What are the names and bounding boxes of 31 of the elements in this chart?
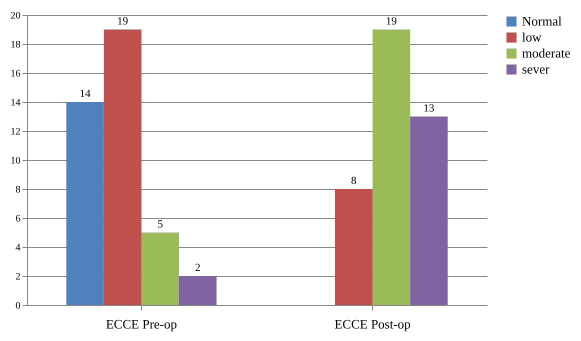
bar bbox=[141, 232, 179, 305]
y-tick-label: 18 bbox=[10, 40, 20, 50]
y-tick-label: 10 bbox=[10, 156, 20, 166]
x-tick-label: ECCE Pre-op bbox=[106, 316, 177, 332]
x-tick-label: ECCE Post-op bbox=[334, 316, 411, 332]
data-label: 8 bbox=[351, 175, 358, 187]
bar bbox=[410, 116, 448, 305]
y-tick-label: 8 bbox=[16, 184, 20, 196]
legend-label: low bbox=[522, 30, 542, 44]
data-label: 19 bbox=[386, 16, 398, 28]
bar bbox=[178, 276, 217, 305]
data-label: 14 bbox=[80, 88, 92, 100]
data-label: 2 bbox=[195, 262, 201, 274]
bar bbox=[372, 30, 410, 305]
y-tick-label: 0 bbox=[16, 300, 20, 312]
data-label: 19 bbox=[117, 16, 129, 28]
legend-label: Normal bbox=[522, 14, 562, 28]
y-tick-label: 14 bbox=[10, 98, 20, 108]
legend-label: moderate bbox=[522, 46, 571, 60]
y-tick-label: 20 bbox=[10, 10, 20, 22]
data-label: 13 bbox=[423, 102, 435, 114]
y-tick-label: 2 bbox=[16, 272, 20, 282]
legend-label: sever bbox=[522, 62, 550, 76]
bar bbox=[335, 189, 373, 305]
y-tick-label: 4 bbox=[16, 242, 20, 254]
bar bbox=[66, 102, 104, 305]
y-tick-label: 6 bbox=[16, 214, 20, 224]
y-tick-label: 16 bbox=[10, 68, 20, 80]
data-label: 5 bbox=[157, 218, 164, 230]
bar bbox=[104, 30, 142, 305]
y-tick-label: 12 bbox=[10, 126, 20, 138]
